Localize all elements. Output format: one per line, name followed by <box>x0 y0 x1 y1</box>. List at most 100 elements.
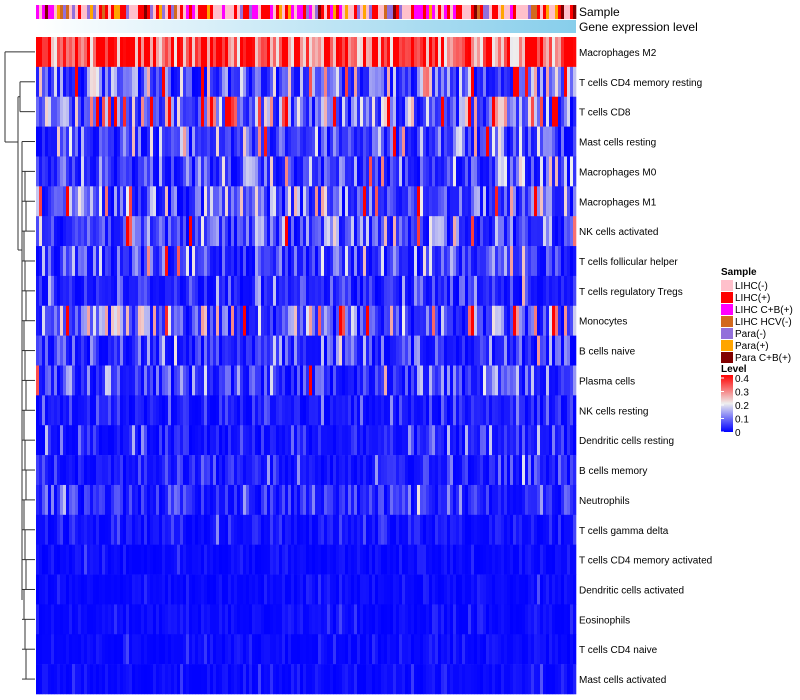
heatmap-cell <box>303 455 307 486</box>
heatmap-cell <box>132 484 136 516</box>
heatmap-cell <box>183 365 187 396</box>
heatmap-cell <box>45 455 49 486</box>
heatmap-cell <box>105 395 109 426</box>
heatmap-cell <box>177 365 181 396</box>
heatmap-cell <box>312 126 316 157</box>
heatmap-cell <box>69 365 73 396</box>
heatmap-cell <box>285 574 289 605</box>
heatmap-cell <box>462 96 466 127</box>
heatmap-cell <box>237 455 241 486</box>
heatmap-cell <box>51 216 55 247</box>
heatmap-cell <box>153 604 157 635</box>
heatmap-cell <box>189 66 193 98</box>
heatmap-cell <box>408 66 412 98</box>
heatmap-cell <box>198 37 202 68</box>
heatmap-cell <box>225 216 229 247</box>
heatmap-cell <box>381 604 385 635</box>
heatmap-cell <box>513 544 517 575</box>
heatmap-cell <box>450 305 454 336</box>
heatmap-cell <box>345 66 349 98</box>
heatmap-cell <box>51 604 55 635</box>
heatmap-cell <box>222 514 226 545</box>
heatmap-cell <box>255 425 259 456</box>
heatmap-cell <box>312 66 316 98</box>
heatmap-cell <box>483 37 487 68</box>
heatmap-cell <box>234 574 238 605</box>
heatmap-cell <box>57 96 61 127</box>
heatmap-cell <box>318 574 322 605</box>
heatmap-cell <box>297 425 301 456</box>
heatmap-cell <box>90 455 94 486</box>
heatmap-cell <box>132 335 136 366</box>
heatmap-cell <box>570 664 574 695</box>
heatmap-cell <box>279 305 283 336</box>
heatmap-cell <box>423 574 427 605</box>
heatmap-cell <box>243 395 247 426</box>
heatmap-cell <box>426 37 430 68</box>
heatmap-cell <box>414 664 418 695</box>
heatmap-cell <box>471 365 475 396</box>
heatmap-cell <box>546 126 550 157</box>
heatmap-cell <box>516 365 520 396</box>
heatmap-cell <box>324 544 328 575</box>
heatmap-cell <box>303 484 307 516</box>
heatmap-cell <box>489 186 493 217</box>
heatmap-cell <box>249 365 253 396</box>
heatmap-cell <box>297 186 301 217</box>
heatmap-cell <box>231 305 235 336</box>
heatmap-cell <box>333 126 337 157</box>
heatmap-cell <box>408 335 412 366</box>
heatmap-cell <box>570 305 574 336</box>
heatmap-cell <box>108 514 112 545</box>
heatmap-cell <box>570 425 574 456</box>
heatmap-cell <box>480 66 484 98</box>
heatmap-cell <box>285 365 289 396</box>
heatmap-cell <box>258 514 262 545</box>
heatmap-cell <box>438 335 442 366</box>
heatmap-cell <box>198 664 202 695</box>
heatmap-cell <box>165 37 169 68</box>
heatmap-cell <box>276 634 280 665</box>
heatmap-cell <box>492 156 496 187</box>
heatmap-cell <box>423 275 427 307</box>
heatmap-cell <box>453 455 457 486</box>
heatmap-cell <box>486 484 490 516</box>
heatmap-cell <box>363 37 367 68</box>
heatmap-cell <box>447 395 451 426</box>
heatmap-cell <box>444 365 448 396</box>
sample-legend-label: Para(+) <box>735 341 769 352</box>
heatmap-cell <box>180 514 184 545</box>
heatmap-cell <box>249 156 253 187</box>
heatmap-cell <box>390 544 394 575</box>
heatmap-cell <box>195 484 199 516</box>
heatmap-cell <box>255 634 259 665</box>
heatmap-cell <box>45 514 49 545</box>
heatmap-cell <box>321 365 325 396</box>
heatmap-cell <box>390 514 394 545</box>
row-label: NK cells activated <box>579 227 658 238</box>
heatmap-cell <box>492 37 496 68</box>
heatmap-cell <box>87 126 91 157</box>
heatmap-cell <box>339 66 343 98</box>
heatmap-cell <box>441 544 445 575</box>
heatmap-cell <box>354 514 358 545</box>
heatmap-cell <box>369 395 373 426</box>
heatmap-cell <box>432 66 436 98</box>
heatmap-cell <box>168 574 172 605</box>
heatmap-cell <box>552 634 556 665</box>
heatmap-cell <box>453 186 457 217</box>
heatmap-cell <box>432 664 436 695</box>
sample-annotation-cell <box>426 5 430 19</box>
heatmap-cell <box>405 96 409 127</box>
sample-annotation-cell <box>561 5 565 19</box>
heatmap-cell <box>432 96 436 127</box>
sample-annotation-cell <box>516 5 520 19</box>
heatmap-cell <box>363 604 367 635</box>
heatmap-cell <box>255 455 259 486</box>
heatmap-cell <box>84 216 88 247</box>
heatmap-cell <box>426 156 430 187</box>
heatmap-cell <box>39 156 43 187</box>
heatmap-cell <box>288 455 292 486</box>
heatmap-cell <box>396 634 400 665</box>
